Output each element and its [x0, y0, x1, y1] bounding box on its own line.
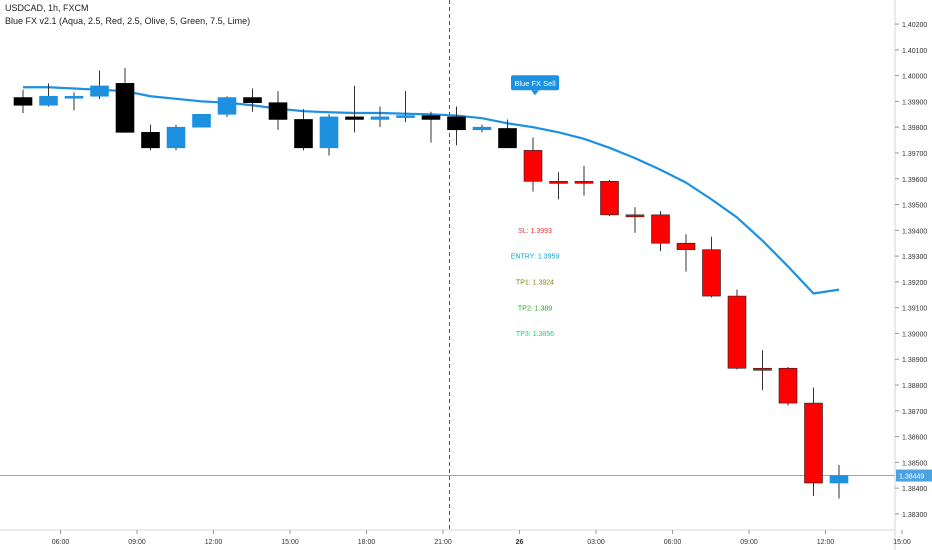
candle-body: [39, 95, 58, 106]
y-tick-label: 1.39400: [902, 228, 927, 235]
candle-body: [702, 249, 721, 297]
y-tick-label: 1.38500: [902, 460, 927, 467]
candle-body: [549, 181, 568, 184]
candle-body: [421, 115, 441, 120]
candle-body: [727, 295, 747, 369]
last-price-tag: [896, 469, 932, 482]
candle-body: [498, 128, 517, 149]
y-tick-label: 1.40100: [902, 48, 927, 55]
y-tick-label: 1.39100: [902, 306, 927, 313]
candle-body: [90, 85, 109, 97]
x-tick-label: 26: [516, 539, 524, 546]
candle-body: [115, 83, 135, 133]
y-tick-label: 1.38800: [902, 383, 927, 390]
y-tick-label: 1.39300: [902, 254, 927, 261]
y-tick-label: 1.40000: [902, 74, 927, 81]
y-tick-label: 1.38400: [902, 486, 927, 493]
candle-body: [268, 102, 288, 120]
y-tick-label: 1.39200: [902, 280, 927, 287]
candle-body: [676, 242, 696, 250]
y-tick-label: 1.38900: [902, 357, 927, 364]
level-label-tp2: TP2: 1.389: [518, 305, 552, 312]
x-tick-label: 12:00: [205, 539, 223, 546]
candle-body: [753, 367, 772, 371]
x-tick-label: 15:00: [893, 539, 911, 546]
candle-body: [523, 150, 543, 182]
candle-body: [447, 116, 466, 131]
level-label-tp3: TP3: 1.3856: [516, 331, 554, 338]
y-tick-label: 1.39700: [902, 151, 927, 158]
y-tick-label: 1.38700: [902, 409, 927, 416]
candle-body: [370, 116, 390, 120]
y-tick-label: 1.39900: [902, 99, 927, 106]
candle-body: [64, 95, 84, 99]
chart-symbol-title: USDCAD, 1h, FXCM: [5, 3, 89, 13]
y-tick-label: 1.38600: [902, 435, 927, 442]
candle-body: [319, 116, 339, 149]
candle-body: [166, 126, 186, 149]
candle-body: [217, 97, 237, 115]
candle-body: [192, 113, 211, 128]
y-tick-label: 1.40200: [902, 22, 927, 29]
y-tick-label: 1.39500: [902, 203, 927, 210]
candle-body: [13, 97, 33, 106]
candle-body: [625, 214, 645, 218]
x-tick-label: 21:00: [434, 539, 452, 546]
y-tick-label: 1.38300: [902, 512, 927, 519]
signal-label-box: [511, 75, 559, 91]
y-tick-label: 1.39600: [902, 177, 927, 184]
last-price-tag-text: 1.38449: [899, 474, 924, 481]
x-tick-label: 15:00: [281, 539, 299, 546]
x-tick-label: 06:00: [52, 539, 70, 546]
y-tick-label: 1.39000: [902, 331, 927, 338]
signal-label-pointer: [531, 90, 539, 96]
x-tick-label: 09:00: [740, 539, 758, 546]
candle-body: [574, 181, 594, 184]
y-tick-label: 1.39800: [902, 125, 927, 132]
x-tick-label: 12:00: [817, 539, 835, 546]
x-tick-label: 09:00: [128, 539, 146, 546]
x-tick-label: 06:00: [664, 539, 682, 546]
candle-body: [243, 97, 262, 103]
candle-body: [345, 116, 364, 120]
candle-body: [600, 181, 619, 216]
signal-label-text: Blue FX Sell: [514, 79, 556, 88]
candle-body: [829, 475, 849, 484]
candles-group: [13, 67, 849, 499]
candle-body: [804, 402, 823, 484]
candle-body: [778, 367, 798, 404]
candle-body: [396, 115, 415, 118]
candle-body: [651, 214, 670, 244]
candle-body: [141, 132, 160, 149]
level-label-tp1: TP1: 1.3924: [516, 279, 554, 286]
level-label-sl: SL: 1.3993: [518, 228, 552, 235]
level-label-entry: ENTRY: 1.3959: [511, 254, 560, 261]
candle-body: [294, 119, 313, 149]
x-tick-label: 18:00: [358, 539, 376, 546]
x-tick-label: 03:00: [587, 539, 605, 546]
indicator-legend[interactable]: Blue FX v2.1 (Aqua, 2.5, Red, 2.5, Olive…: [5, 16, 251, 26]
candle-body: [472, 126, 492, 131]
